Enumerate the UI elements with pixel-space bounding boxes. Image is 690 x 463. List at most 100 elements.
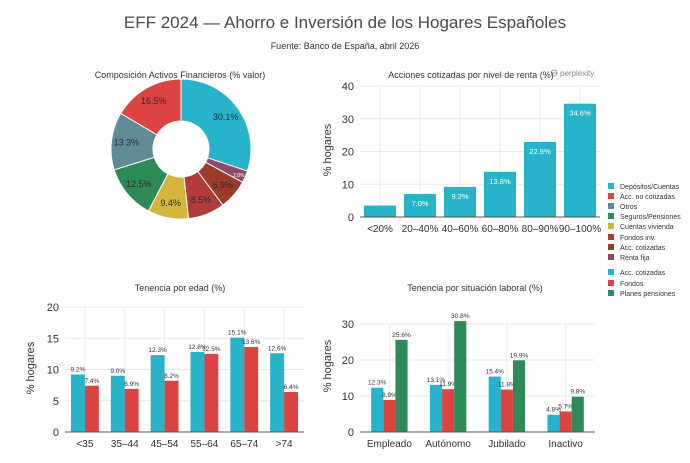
legend-label: Renta fija bbox=[620, 255, 650, 262]
x-tick-label: 90–100% bbox=[559, 224, 601, 235]
bar bbox=[230, 337, 245, 432]
x-tick-label: 35–44 bbox=[111, 439, 139, 450]
legend-label: Fondos inv. bbox=[620, 235, 656, 242]
bar-value-label: 9.2% bbox=[71, 367, 86, 374]
watermark: perplexity bbox=[550, 69, 594, 78]
x-tick-label: 20–40% bbox=[402, 224, 439, 235]
x-tick-label: 55–64 bbox=[191, 439, 219, 450]
x-tick-label: 80–90% bbox=[522, 224, 559, 235]
bar bbox=[454, 321, 467, 432]
x-tick-label: 45–54 bbox=[151, 439, 179, 450]
bar-value-label: 12.3% bbox=[368, 380, 387, 387]
y-tick-label: 20 bbox=[47, 302, 59, 314]
bar-value-label: 9.2% bbox=[451, 192, 468, 201]
legend-label: Planes pensiones bbox=[620, 291, 676, 298]
bar-value-label: 8.9% bbox=[382, 392, 397, 399]
y-tick-label: 0 bbox=[348, 212, 354, 224]
age-chart-title: Tenencia por edad (%) bbox=[135, 283, 226, 293]
donut-slice-label: 6.9% bbox=[212, 180, 233, 190]
x-tick-label: >74 bbox=[276, 439, 293, 450]
bar bbox=[371, 387, 384, 432]
donut-slice-label: 8.5% bbox=[191, 195, 212, 205]
bar-value-label: 12.8% bbox=[188, 344, 207, 351]
x-tick-label: 65–74 bbox=[230, 439, 258, 450]
y-tick-label: 0 bbox=[53, 427, 59, 439]
x-tick-label: 60–80% bbox=[482, 224, 519, 235]
age-chart-ylabel: % hogares bbox=[25, 341, 37, 394]
income-bar-chart: Acciones cotizadas por nivel de renta (%… bbox=[322, 70, 601, 235]
bar bbox=[204, 353, 219, 432]
x-tick-label: Inactivo bbox=[548, 439, 583, 450]
employment-bar-chart: Tenencia por situación laboral (%) % hog… bbox=[322, 283, 595, 450]
bar bbox=[70, 374, 85, 432]
employment-chart-ylabel: % hogares bbox=[322, 339, 334, 392]
bar bbox=[429, 384, 443, 432]
donut-slice-label: 12.5% bbox=[126, 179, 152, 189]
page-subtitle: Fuente: Banco de España, abril 2026 bbox=[271, 41, 420, 51]
y-tick-label: 40 bbox=[342, 81, 354, 93]
bar bbox=[124, 388, 139, 432]
bar bbox=[512, 360, 526, 432]
bar-value-label: 11.9% bbox=[439, 381, 457, 388]
legend-label: Fondos bbox=[620, 281, 644, 288]
bar bbox=[164, 380, 179, 432]
donut-slice-label: 9.4% bbox=[160, 198, 181, 208]
legend-label: Otros bbox=[620, 204, 638, 211]
legend-swatch bbox=[608, 244, 614, 250]
bar-value-label: 15.4% bbox=[486, 369, 505, 376]
bar bbox=[110, 375, 125, 432]
bar-value-label: 34.6% bbox=[569, 109, 591, 118]
bar-value-label: 6.4% bbox=[284, 384, 299, 391]
y-tick-label: 10 bbox=[47, 365, 59, 377]
bar-value-label: 9.0% bbox=[110, 368, 125, 375]
y-tick-label: 5 bbox=[53, 396, 59, 408]
bar-value-label: 6.9% bbox=[124, 381, 139, 388]
bar bbox=[270, 353, 285, 432]
legend-label: Acc. no cotizadas bbox=[620, 194, 675, 201]
legend-label: Acc. cotizadas bbox=[620, 270, 666, 277]
bar bbox=[244, 347, 259, 432]
y-tick-label: 30 bbox=[342, 114, 354, 126]
bar-value-label: 5.7% bbox=[558, 403, 573, 410]
x-tick-label: <20% bbox=[367, 224, 393, 235]
x-tick-label: Autónomo bbox=[425, 439, 471, 450]
donut-slice-label: 13.3% bbox=[114, 138, 140, 148]
y-tick-label: 20 bbox=[342, 355, 354, 367]
legend-label: Cuentas vivienda bbox=[620, 224, 674, 231]
x-tick-label: 40–60% bbox=[442, 224, 479, 235]
legend-swatch bbox=[608, 269, 614, 275]
perplexity-icon bbox=[550, 69, 558, 77]
legend-label: Seguros/Pensiones bbox=[620, 214, 681, 221]
donut-slice-label: 30.1% bbox=[213, 112, 239, 122]
bar bbox=[190, 352, 205, 432]
bar bbox=[488, 376, 501, 432]
bar-value-label: 4.8% bbox=[546, 407, 561, 414]
legend: Depósitos/Cuentas Acc. no cotizadas Otros S… bbox=[608, 183, 681, 298]
legend-swatch bbox=[608, 183, 614, 189]
bar bbox=[524, 142, 556, 217]
age-bar-chart: Tenencia por edad (%) % hogares 0 5 10 15 20… bbox=[25, 283, 304, 450]
donut-slice-label: 16.5% bbox=[141, 96, 167, 106]
watermark-text: perplexity bbox=[560, 69, 594, 78]
donut-slice bbox=[180, 78, 252, 172]
bar bbox=[564, 103, 596, 217]
bar bbox=[84, 385, 99, 432]
bar bbox=[284, 392, 299, 432]
bar bbox=[395, 339, 408, 432]
legend-swatch bbox=[608, 193, 614, 199]
x-tick-label: Jubilado bbox=[488, 439, 526, 450]
bar bbox=[150, 355, 165, 432]
x-tick-label: <35 bbox=[76, 439, 93, 450]
bar-value-label: 19.9% bbox=[510, 352, 529, 359]
donut-slice bbox=[120, 78, 182, 136]
bar-value-label: 12.6% bbox=[268, 345, 287, 352]
bar-value-label: 25.6% bbox=[392, 332, 411, 339]
bar-value-label: 12.5% bbox=[202, 346, 221, 353]
y-tick-label: 20 bbox=[342, 147, 354, 159]
bar-value-label: 8.2% bbox=[164, 373, 179, 380]
bar bbox=[442, 389, 455, 432]
legend-swatch bbox=[608, 234, 614, 240]
donut-chart: Composición Activos Financieros (% valor… bbox=[95, 70, 265, 220]
x-tick-label: Empleado bbox=[367, 439, 412, 450]
